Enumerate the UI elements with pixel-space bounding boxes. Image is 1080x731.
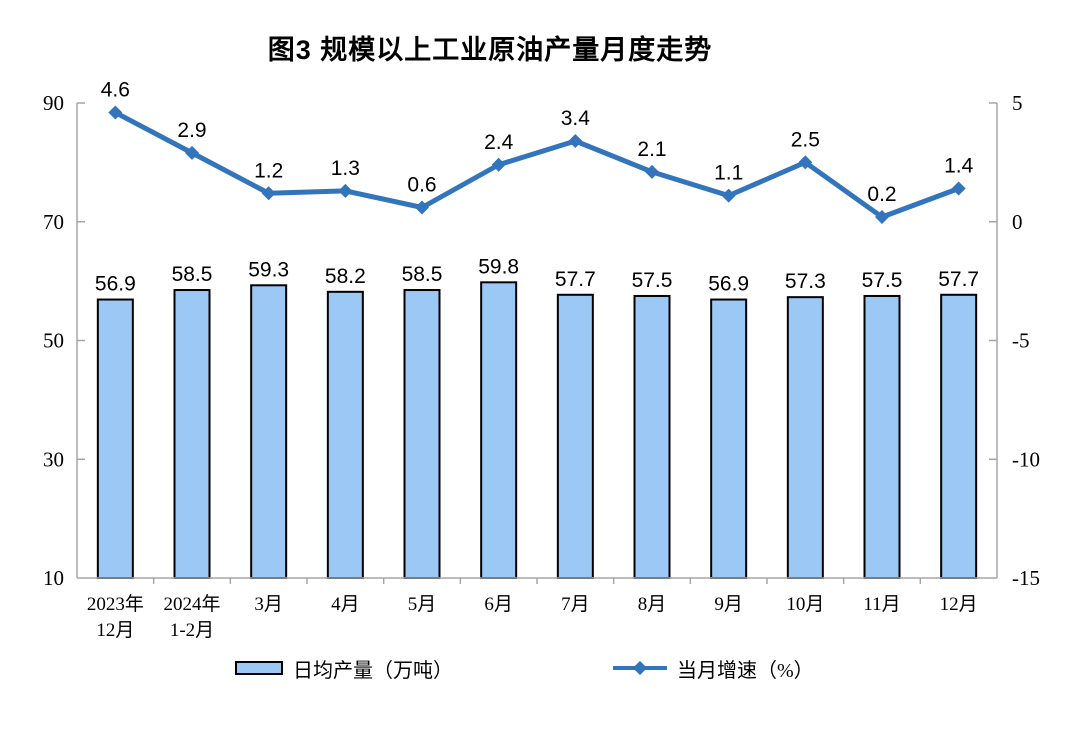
line-value-label: 2.1 (637, 138, 666, 161)
bar-value-label: 56.9 (708, 273, 749, 296)
line-value-label: 1.2 (254, 159, 283, 182)
line-marker (261, 186, 276, 201)
line-value-label: 4.6 (101, 79, 130, 102)
chart-title: 图3 规模以上工业原油产量月度走势 (267, 35, 713, 65)
y-tick-label-right: 0 (1012, 210, 1023, 234)
x-category-label: 10月 (786, 594, 824, 615)
line-marker (798, 155, 813, 170)
x-category-label: 4月 (331, 594, 360, 615)
line-value-label: 1.4 (944, 155, 974, 178)
legend: 日均产量（万吨） 当月增速（%） (0, 652, 1080, 688)
legend-label-growth-rate: 当月增速（%） (677, 659, 814, 682)
bar (480, 281, 518, 579)
legend-item-growth-rate: 当月增速（%） (613, 652, 814, 684)
bar (403, 289, 441, 579)
y-tick-label-left: 70 (43, 210, 64, 234)
x-category-label: 12月 (96, 620, 134, 641)
x-category-label: 5月 (408, 594, 437, 615)
plot-canvas: 56.9 58.5 59.3 58.2 58.5 59.8 57.7 57.5 56.9 57.3… (43, 79, 1040, 642)
line-marker (338, 183, 353, 198)
line-marker (645, 164, 659, 179)
y-tick-label-right: -10 (1012, 447, 1040, 471)
line-marker (568, 134, 583, 148)
bar (710, 298, 748, 579)
x-category-label: 8月 (638, 594, 667, 615)
x-category-label: 2024年 (163, 593, 220, 615)
x-category-label: 11月 (863, 594, 900, 615)
line-value-label: 2.4 (484, 131, 514, 154)
line-value-label: 2.5 (791, 128, 820, 151)
x-category-label: 12月 (940, 594, 978, 615)
bar-value-label: 57.3 (785, 270, 826, 293)
bar (173, 289, 211, 579)
y-tick-label-left: 50 (43, 329, 64, 353)
y-tick-label-right: -15 (1012, 566, 1040, 590)
line-value-label: 1.1 (714, 162, 743, 185)
line-value-label: 0.6 (407, 174, 436, 197)
y-tick-label-left: 10 (43, 566, 64, 590)
line-value-label: 1.3 (331, 157, 360, 180)
line-value-label: 2.9 (177, 119, 206, 142)
line-marker (415, 200, 429, 215)
bar-value-label: 59.3 (248, 258, 289, 281)
y-tick-label-left: 90 (43, 91, 64, 115)
x-category-label: 1-2月 (170, 620, 214, 641)
bar-value-label: 56.9 (95, 273, 136, 296)
bar-value-label: 57.7 (938, 268, 979, 291)
bar-value-label: 57.7 (555, 268, 596, 291)
growth-line (114, 110, 960, 220)
legend-label-daily-output: 日均产量（万吨） (293, 659, 453, 682)
x-category-label: 6月 (484, 594, 513, 615)
line-marker (951, 181, 966, 196)
line-marker (875, 210, 889, 224)
bar (633, 294, 671, 579)
bar-value-label: 58.5 (402, 263, 443, 286)
line-value-label: 0.2 (867, 183, 896, 206)
bar-value-label: 59.8 (478, 255, 519, 278)
x-category-label: 3月 (254, 594, 283, 615)
bar (556, 293, 594, 579)
line-marker (491, 157, 506, 172)
diamond-marker-icon (632, 660, 648, 676)
line-marker (108, 105, 123, 120)
bar (326, 290, 364, 579)
bar-value-label: 58.2 (325, 265, 366, 288)
bar-value-label: 57.5 (862, 269, 903, 292)
bar (250, 284, 288, 579)
x-category-label: 9月 (714, 594, 743, 615)
legend-item-daily-output: 日均产量（万吨） (235, 652, 453, 684)
line-value-label: 3.4 (561, 107, 591, 130)
x-category-label: 7月 (561, 594, 590, 615)
bar (96, 298, 134, 579)
bar (863, 294, 901, 579)
y-tick-label-right: -5 (1012, 329, 1030, 353)
bar (786, 296, 824, 579)
bar-value-label: 57.5 (632, 269, 673, 292)
y-tick-label-right: 5 (1012, 91, 1023, 115)
x-category-label: 2023年 (87, 593, 144, 615)
line-marker (721, 188, 736, 203)
line-marker (185, 145, 199, 160)
y-tick-label-left: 30 (43, 447, 64, 471)
bar-swatch-icon (235, 661, 283, 675)
bar (940, 293, 978, 579)
bar-value-label: 58.5 (172, 263, 213, 286)
line-swatch-icon (613, 660, 667, 676)
